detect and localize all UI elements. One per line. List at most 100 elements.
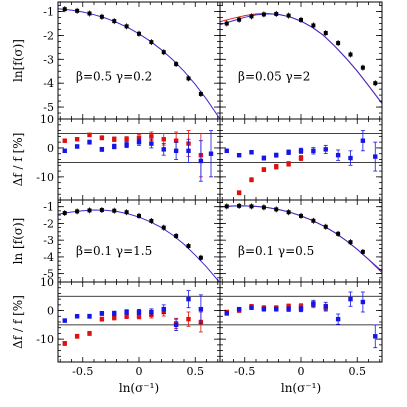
data-point: [198, 91, 203, 96]
residual-point: [236, 306, 242, 312]
data-point: [62, 211, 67, 216]
residual-point: [198, 306, 204, 312]
residual-point: [74, 334, 80, 339]
x-axis-label: ln(σ⁻¹): [281, 381, 321, 395]
panel-frame: [219, 199, 383, 283]
curve-series-1: [58, 8, 220, 119]
data-point: [124, 210, 129, 215]
data-point: [186, 76, 191, 81]
data-point: [75, 8, 80, 13]
residual-point: [112, 144, 117, 149]
residual-point: [236, 190, 242, 195]
plot-area: [224, 291, 378, 349]
residual-point: [62, 148, 67, 154]
panel-frame: [57, 118, 221, 201]
residual-point: [249, 177, 254, 182]
data-point: [161, 225, 166, 230]
plot-area: [220, 10, 382, 104]
residual-point: [186, 148, 191, 154]
y-axis-label: ln[f(σ)]: [11, 39, 25, 82]
plot-area: [224, 130, 378, 196]
residual-point: [249, 150, 254, 155]
residual-point: [274, 164, 279, 169]
data-point: [249, 204, 254, 209]
x-tick-label: -0.5: [234, 365, 255, 378]
data-point: [237, 203, 242, 208]
residual-point: [124, 314, 129, 319]
panel-6: β=0.1 γ=0.5: [219, 199, 383, 283]
panel-frame: [219, 281, 383, 363]
data-point: [149, 40, 154, 45]
residual-point: [373, 154, 378, 159]
data-point: [224, 204, 229, 209]
residual-point: [186, 296, 191, 302]
panel-8: -0.5 0 0.5 ln(σ⁻¹): [219, 281, 383, 395]
data-point: [174, 233, 179, 238]
x-tick-label: -0.5: [72, 365, 93, 378]
residual-point: [224, 311, 229, 316]
y-tick-label: 10: [40, 113, 54, 126]
residual-point: [62, 138, 67, 143]
residual-point: [186, 316, 191, 322]
panel-frame: [57, 1, 221, 120]
residual-point: [274, 306, 279, 312]
residual-point: [298, 148, 304, 154]
residual-point: [249, 305, 254, 310]
residual-point: [261, 306, 267, 312]
panel-4: [219, 118, 383, 201]
residual-point: [236, 152, 242, 158]
data-point: [198, 255, 203, 260]
residual-point: [136, 314, 142, 319]
residual-point: [62, 341, 67, 346]
panel-annotation: β=0.05 γ=2: [238, 69, 310, 83]
y-tick-label: 0: [47, 305, 54, 318]
data-point: [336, 41, 341, 46]
residual-point: [348, 296, 353, 302]
residual-point: [173, 148, 179, 154]
residual-point: [136, 139, 142, 145]
residual-point: [74, 144, 80, 149]
data-point: [237, 17, 242, 22]
panel-frame: [57, 199, 221, 283]
residual-point: [198, 158, 204, 164]
data-point: [137, 31, 141, 36]
residual-point: [99, 316, 105, 322]
residual-point: [74, 137, 80, 142]
data-point: [299, 17, 303, 22]
residual-point: [136, 309, 142, 315]
data-point: [299, 213, 303, 218]
data-point: [261, 12, 266, 17]
residual-point: [323, 147, 328, 152]
plot-area: [58, 207, 220, 282]
residual-point: [161, 306, 166, 312]
plot-area: [62, 130, 214, 182]
panel-5: -1 -2 -3 -4 -5 ln [f(σ)] β=0.1 γ=1.5: [11, 199, 221, 283]
y-tick-label: -3: [43, 234, 54, 247]
residual-point: [173, 138, 179, 143]
data-point: [75, 209, 80, 214]
data-point: [224, 21, 229, 26]
panel-3: 10 0 -10 Δf / f [%]: [11, 113, 221, 201]
residual-point: [311, 148, 316, 154]
data-point: [186, 244, 191, 249]
data-point: [112, 208, 117, 213]
residual-point: [87, 139, 92, 145]
residual-point: [136, 135, 142, 141]
residual-point: [87, 132, 92, 138]
data-point: [261, 205, 266, 210]
x-tick-label: 0.5: [187, 365, 205, 378]
y-tick-label: -5: [43, 268, 54, 281]
data-point: [311, 218, 316, 223]
residual-point: [261, 155, 267, 161]
x-tick-label: 0.5: [349, 365, 367, 378]
residual-point: [62, 318, 67, 323]
y-tick-label: -3: [43, 53, 54, 66]
residual-point: [335, 316, 341, 322]
data-point: [249, 14, 254, 19]
panel-annotation: β=0.1 γ=0.5: [238, 244, 314, 258]
data-point: [286, 13, 291, 18]
data-point: [360, 249, 365, 254]
residual-point: [112, 137, 117, 142]
residual-point: [360, 138, 366, 143]
residual-point: [99, 147, 105, 152]
